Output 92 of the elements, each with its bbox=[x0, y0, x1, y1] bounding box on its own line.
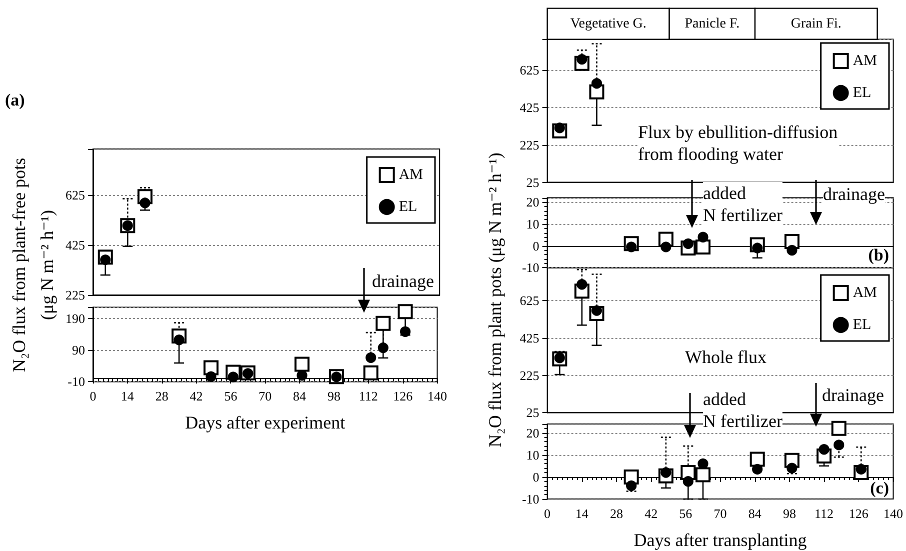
point bbox=[140, 198, 150, 208]
y-tick-label: 625 bbox=[520, 292, 540, 308]
point bbox=[834, 440, 844, 450]
annotation: added N fertilizer bbox=[703, 389, 782, 431]
x-tick-label: 126 bbox=[848, 506, 869, 521]
point bbox=[376, 316, 391, 331]
text: Panicle F. bbox=[684, 16, 740, 32]
x-tick-label: 0 bbox=[90, 388, 96, 404]
legend-label: EL bbox=[852, 317, 872, 333]
x-tick-label: 14 bbox=[575, 506, 589, 521]
point bbox=[752, 464, 763, 475]
y-tick-label: 25 bbox=[526, 174, 540, 190]
point bbox=[698, 232, 708, 242]
y-tick-label: 10 bbox=[526, 216, 540, 232]
y-tick-label: -10 bbox=[522, 492, 540, 506]
text: (c) bbox=[870, 478, 889, 498]
x-tick-label: 98 bbox=[327, 388, 340, 404]
point bbox=[682, 476, 694, 487]
y-tick-label: 225 bbox=[520, 137, 540, 152]
point bbox=[294, 356, 310, 372]
y-tick-label: 225 bbox=[66, 288, 85, 302]
x-tick-label: 140 bbox=[428, 388, 447, 404]
y-tick-label: 10 bbox=[526, 447, 540, 462]
y-tick-label: -10 bbox=[68, 374, 85, 390]
annotation: drainage bbox=[822, 385, 884, 405]
point bbox=[786, 462, 798, 474]
point bbox=[398, 304, 413, 320]
point bbox=[576, 279, 588, 290]
legend-label: EL bbox=[398, 199, 418, 215]
x-tick-label: 56 bbox=[224, 388, 238, 404]
annotation: drainage bbox=[823, 184, 885, 204]
point bbox=[626, 480, 637, 492]
y-tick-label: 0 bbox=[532, 238, 540, 254]
legend-label: AM bbox=[852, 285, 877, 301]
y-tick-label: 90 bbox=[72, 342, 85, 358]
chart-title: (a) bbox=[5, 90, 25, 110]
y-tick-label: -10 bbox=[522, 260, 540, 276]
x-tick-label: 28 bbox=[155, 388, 168, 404]
point bbox=[366, 352, 376, 363]
x-tick-label: 140 bbox=[884, 506, 903, 521]
x-tick-label: 70 bbox=[714, 506, 727, 521]
point bbox=[378, 342, 388, 354]
x-tick-label: 28 bbox=[610, 506, 623, 521]
x-tick-label: 14 bbox=[120, 388, 134, 404]
point bbox=[591, 78, 602, 89]
y-tick-label: 0 bbox=[532, 469, 540, 484]
x-tick-label: 56 bbox=[679, 506, 693, 521]
text: Grain Fi. bbox=[790, 16, 842, 32]
point bbox=[695, 467, 710, 482]
annotation: Whole flux bbox=[685, 347, 766, 367]
legend-label: EL bbox=[852, 85, 872, 101]
text: (b) bbox=[868, 246, 889, 264]
y-tick-label: 425 bbox=[520, 100, 540, 116]
y-axis-title: N₂O flux from plant-free pots (μg N m⁻² h⁻¹) bbox=[9, 158, 57, 372]
x-tick-label: 70 bbox=[258, 388, 272, 404]
y-tick-label: 225 bbox=[520, 368, 540, 383]
annotation: Flux by ebullition-diffusion from flooding water bbox=[638, 122, 838, 164]
y-tick-label: 425 bbox=[520, 330, 540, 346]
legend-label: AM bbox=[398, 167, 423, 183]
y-tick-label: 190 bbox=[66, 310, 85, 326]
point bbox=[818, 444, 830, 455]
point bbox=[786, 244, 798, 256]
x-tick-label: 112 bbox=[358, 388, 378, 404]
legend-label: AM bbox=[852, 53, 877, 69]
x-tick-label: 42 bbox=[644, 506, 658, 521]
y-tick-label: 20 bbox=[526, 194, 540, 210]
point bbox=[750, 452, 765, 467]
x-axis-title: Days after experiment bbox=[185, 412, 346, 433]
y-tick-label: 25 bbox=[526, 405, 540, 420]
y-tick-label: 20 bbox=[526, 425, 540, 440]
x-tick-label: 126 bbox=[393, 388, 414, 404]
x-tick-label: 0 bbox=[544, 506, 551, 521]
x-tick-label: 84 bbox=[293, 388, 307, 404]
point bbox=[206, 371, 216, 382]
x-tick-label: 98 bbox=[782, 506, 796, 521]
x-tick-label: 42 bbox=[190, 388, 203, 404]
point bbox=[660, 242, 672, 252]
y-tick-label: 425 bbox=[66, 238, 85, 253]
y-tick-label: 625 bbox=[66, 188, 85, 203]
point bbox=[831, 420, 846, 436]
text: Vegetative G. bbox=[570, 16, 646, 32]
point bbox=[400, 326, 411, 337]
annotation: drainage bbox=[372, 271, 434, 291]
point bbox=[696, 239, 710, 254]
x-tick-label: 112 bbox=[814, 506, 834, 521]
point bbox=[363, 365, 378, 380]
x-axis-title: Days after transplanting bbox=[634, 530, 807, 550]
x-tick-label: 84 bbox=[748, 506, 762, 521]
annotation: added N fertilizer bbox=[703, 183, 782, 225]
point bbox=[296, 370, 308, 381]
y-axis-title: N₂O flux from plant pots (μg N m⁻² h⁻¹) bbox=[485, 152, 505, 448]
y-tick-label: 625 bbox=[520, 62, 540, 78]
